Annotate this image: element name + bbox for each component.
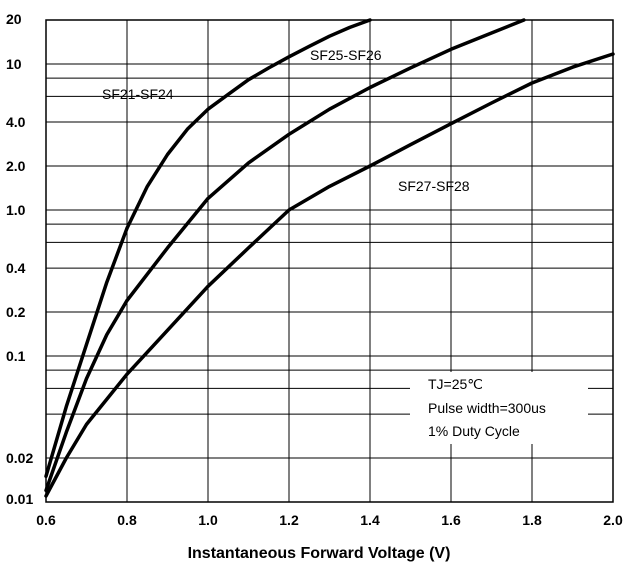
series-line-sf21-sf24 xyxy=(44,18,372,479)
curve-layer xyxy=(44,18,615,498)
y-tick-label: 1.0 xyxy=(6,202,26,218)
x-tick-label: 0.6 xyxy=(36,512,56,528)
plot-frame xyxy=(45,19,614,503)
y-tick-label: 0.01 xyxy=(6,491,33,507)
x-tick-label: 1.6 xyxy=(441,512,461,528)
series-label-sf25-sf26: SF25-SF26 xyxy=(310,47,382,63)
x-axis-label: Instantaneous Forward Voltage (V) xyxy=(188,545,451,562)
x-tick-label: 1.2 xyxy=(279,512,299,528)
y-tick-labels: 20 10 4.0 2.0 1.0 0.4 0.2 0.1 0.02 0.01 xyxy=(6,11,33,507)
x-tick-label: 1.8 xyxy=(522,512,542,528)
y-tick-label: 0.2 xyxy=(6,304,26,320)
series-label-sf27-sf28: SF27-SF28 xyxy=(398,178,470,194)
y-tick-label: 2.0 xyxy=(6,158,26,174)
annotation-pulse-width: Pulse width=300us xyxy=(428,400,546,416)
x-tick-labels: 0.6 0.8 1.0 1.2 1.4 1.6 1.8 2.0 xyxy=(36,512,623,528)
y-tick-label: 0.4 xyxy=(6,260,26,276)
y-tick-label: 0.02 xyxy=(6,450,33,466)
annotation-background xyxy=(410,372,588,444)
y-tick-label: 20 xyxy=(6,11,22,27)
y-tick-label: 10 xyxy=(6,56,22,72)
series-line-sf25-sf26 xyxy=(44,18,526,493)
series-label-sf21-sf24: SF21-SF24 xyxy=(102,86,174,102)
series-line-sf27-sf28 xyxy=(44,52,615,498)
x-tick-label: 2.0 xyxy=(603,512,623,528)
annotation-junction-temp: TJ=25℃ xyxy=(428,376,483,392)
x-tick-label: 1.0 xyxy=(198,512,218,528)
x-tick-label: 0.8 xyxy=(117,512,137,528)
y-tick-label: 4.0 xyxy=(6,114,26,130)
x-tick-label: 1.4 xyxy=(360,512,380,528)
y-tick-label: 0.1 xyxy=(6,348,26,364)
annotation-duty-cycle: 1% Duty Cycle xyxy=(428,423,520,439)
